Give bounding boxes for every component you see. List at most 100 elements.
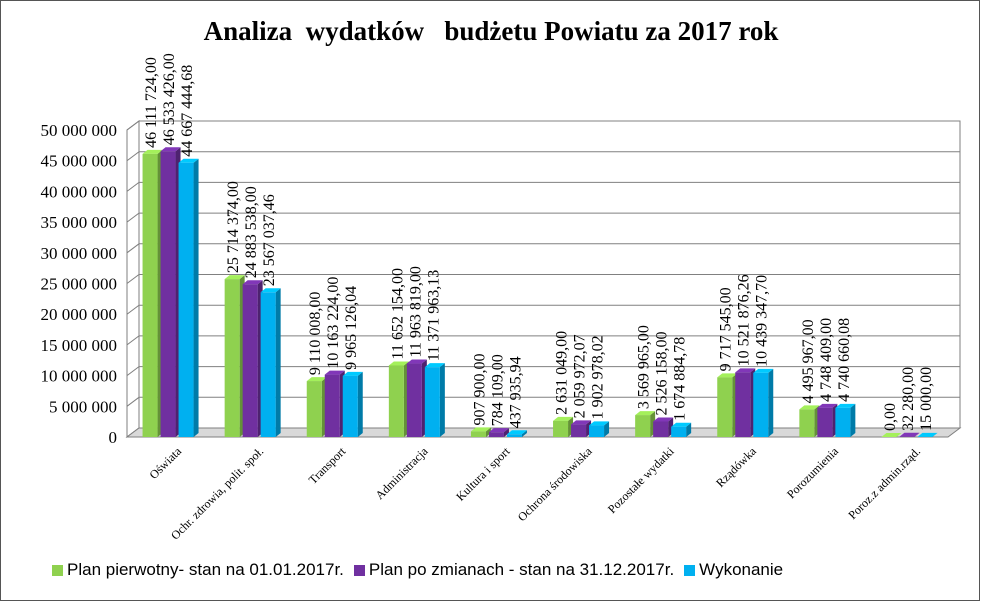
legend-item: Plan pierwotny- stan na 01.01.2017r. [52, 560, 344, 580]
y-tick-label: 0 [109, 428, 118, 447]
y-tick-label: 45 000 000 [41, 152, 118, 171]
data-label: 1 674 884,78 [672, 337, 689, 421]
bar [142, 153, 158, 437]
bar-side [604, 421, 610, 437]
gridline [126, 243, 960, 254]
data-label: 9 717 545,00 [718, 287, 735, 371]
bar-top [635, 411, 656, 416]
bar-top [324, 370, 345, 375]
data-label: 46 533 426,00 [161, 53, 178, 145]
data-label: 0,00 [882, 403, 899, 431]
x-tick-label: Poroz.z admin.rząd. [845, 444, 923, 522]
bar [671, 426, 687, 437]
bar [817, 407, 833, 437]
gridline [126, 151, 960, 162]
data-label: 11 963 819,00 [407, 266, 424, 357]
y-tick-label: 5 000 000 [49, 397, 117, 416]
bar-side [193, 158, 199, 437]
bar [178, 162, 194, 437]
bar [735, 372, 751, 437]
bar-side [521, 430, 527, 437]
gridline [126, 335, 960, 346]
bar-top [835, 403, 856, 408]
data-label: 25 714 374,00 [225, 181, 242, 273]
data-label: 4 495 967,00 [800, 319, 817, 403]
data-label: 1 902 978,02 [590, 335, 607, 419]
gridline [126, 274, 960, 284]
x-tick-label: Kultura i sport [453, 444, 513, 504]
x-tick-label: Rządówka [713, 444, 759, 490]
legend-label: Plan po zmianach - stan na 31.12.2017r. [368, 560, 675, 579]
bar-top [406, 359, 427, 364]
data-label: 2 631 049,00 [554, 331, 571, 415]
data-label: 4 740 660,08 [836, 318, 853, 402]
data-label: 11 371 963,13 [425, 270, 442, 361]
data-label: 3 569 965,00 [636, 325, 653, 409]
bar [160, 151, 176, 437]
bar-top [260, 288, 281, 293]
data-label: 2 526 158,00 [654, 331, 671, 415]
bar-top [799, 405, 820, 410]
bar-top [753, 368, 774, 373]
data-label: 24 883 538,00 [243, 186, 260, 278]
data-label: 9 965 126,04 [343, 286, 360, 370]
data-label: 11 652 154,00 [389, 268, 406, 359]
bar-side [439, 363, 445, 437]
bar [388, 365, 404, 437]
legend-swatch [684, 564, 696, 576]
data-label: 784 109,00 [489, 354, 506, 426]
x-tick-label: Administracja [372, 444, 430, 502]
bar [589, 425, 605, 437]
legend-swatch [353, 564, 365, 576]
y-tick-label: 40 000 000 [41, 182, 118, 201]
bar-top [653, 417, 674, 422]
bar-side [850, 403, 856, 437]
bar-top [717, 373, 738, 378]
gridline [126, 212, 960, 223]
gridline [126, 120, 960, 131]
bar-side [503, 428, 509, 437]
data-label: 15 000,00 [918, 367, 935, 431]
bar-side [275, 288, 281, 437]
bar-top [589, 421, 610, 426]
bar [488, 432, 504, 437]
bar-top [553, 416, 574, 421]
bar-top [160, 147, 181, 152]
bar-side [932, 432, 938, 437]
bar [799, 409, 815, 437]
y-tick-label: 30 000 000 [41, 244, 118, 263]
bar-top [917, 432, 938, 437]
bar-top [506, 430, 527, 435]
bar-side [485, 427, 491, 437]
gridline [126, 304, 960, 315]
y-tick-label: 35 000 000 [41, 213, 118, 232]
bar-top [470, 427, 491, 432]
bar-top [817, 403, 838, 408]
bar [470, 431, 486, 437]
bar-top [488, 428, 509, 433]
y-tick-label: 15 000 000 [41, 336, 118, 355]
x-tick-label: Oświata [146, 444, 184, 482]
bar [553, 420, 569, 437]
bar-side [914, 432, 920, 437]
x-tick-label: Transport [306, 444, 349, 487]
data-label: 10 521 876,26 [736, 274, 753, 366]
bar-top [671, 422, 692, 427]
data-label: 2 059 972,07 [572, 334, 589, 418]
legend-item: Plan po zmianach - stan na 31.12.2017r. [353, 560, 675, 580]
data-label: 44 667 444,68 [179, 65, 196, 157]
bar-top [306, 377, 327, 382]
bar [753, 372, 769, 437]
bar [571, 424, 587, 437]
data-label: 46 111 724,00 [143, 57, 160, 148]
bar-side [357, 371, 363, 437]
bar [306, 381, 322, 437]
data-label: 9 110 008,00 [307, 292, 324, 375]
bar [717, 377, 733, 437]
bar [224, 279, 240, 437]
bar [242, 284, 258, 437]
bar-side [768, 368, 774, 437]
gridline [126, 366, 960, 377]
gridline [126, 396, 960, 407]
bar [324, 374, 340, 437]
